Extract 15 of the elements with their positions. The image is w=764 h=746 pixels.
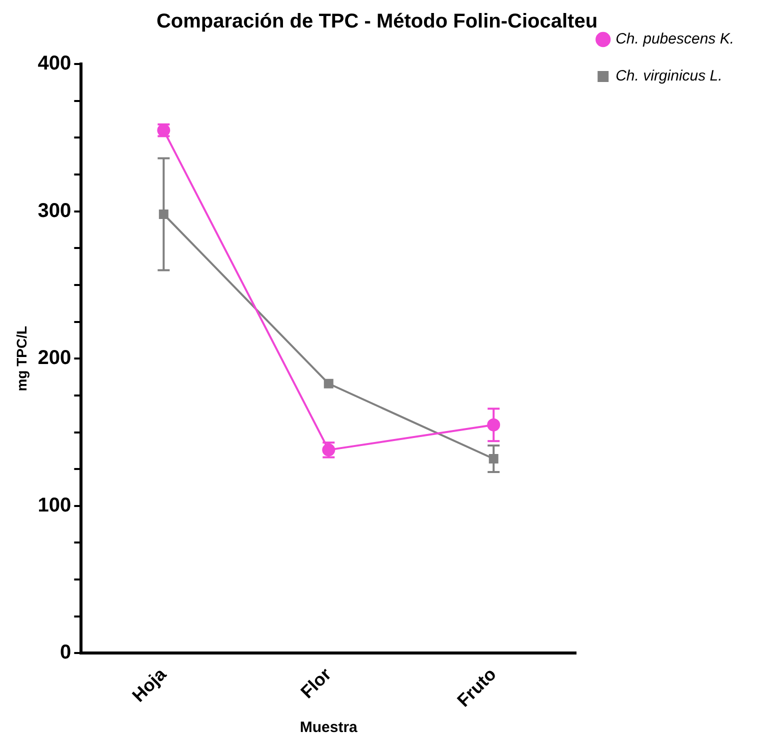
y-tick-label: 300 [38, 200, 72, 222]
point [488, 454, 498, 464]
legend-label: Ch. virginicus L. [616, 68, 722, 85]
point [487, 418, 500, 432]
x-axis-title: Muestra [300, 719, 358, 736]
y-tick-label: 100 [38, 494, 72, 516]
legend-label: Ch. pubescens K. [616, 30, 734, 48]
point [324, 378, 334, 388]
point [158, 210, 168, 219]
y-tick-label: 0 [60, 642, 72, 664]
chart-title: Comparación de TPC - Método Folin-Ciocalteu [156, 10, 598, 33]
y-tick-label: 200 [38, 347, 72, 370]
y-tick-label: 400 [38, 52, 72, 75]
x-tick-label: Flor [296, 664, 335, 702]
y-axis-title: mg TPC/L [13, 326, 30, 392]
